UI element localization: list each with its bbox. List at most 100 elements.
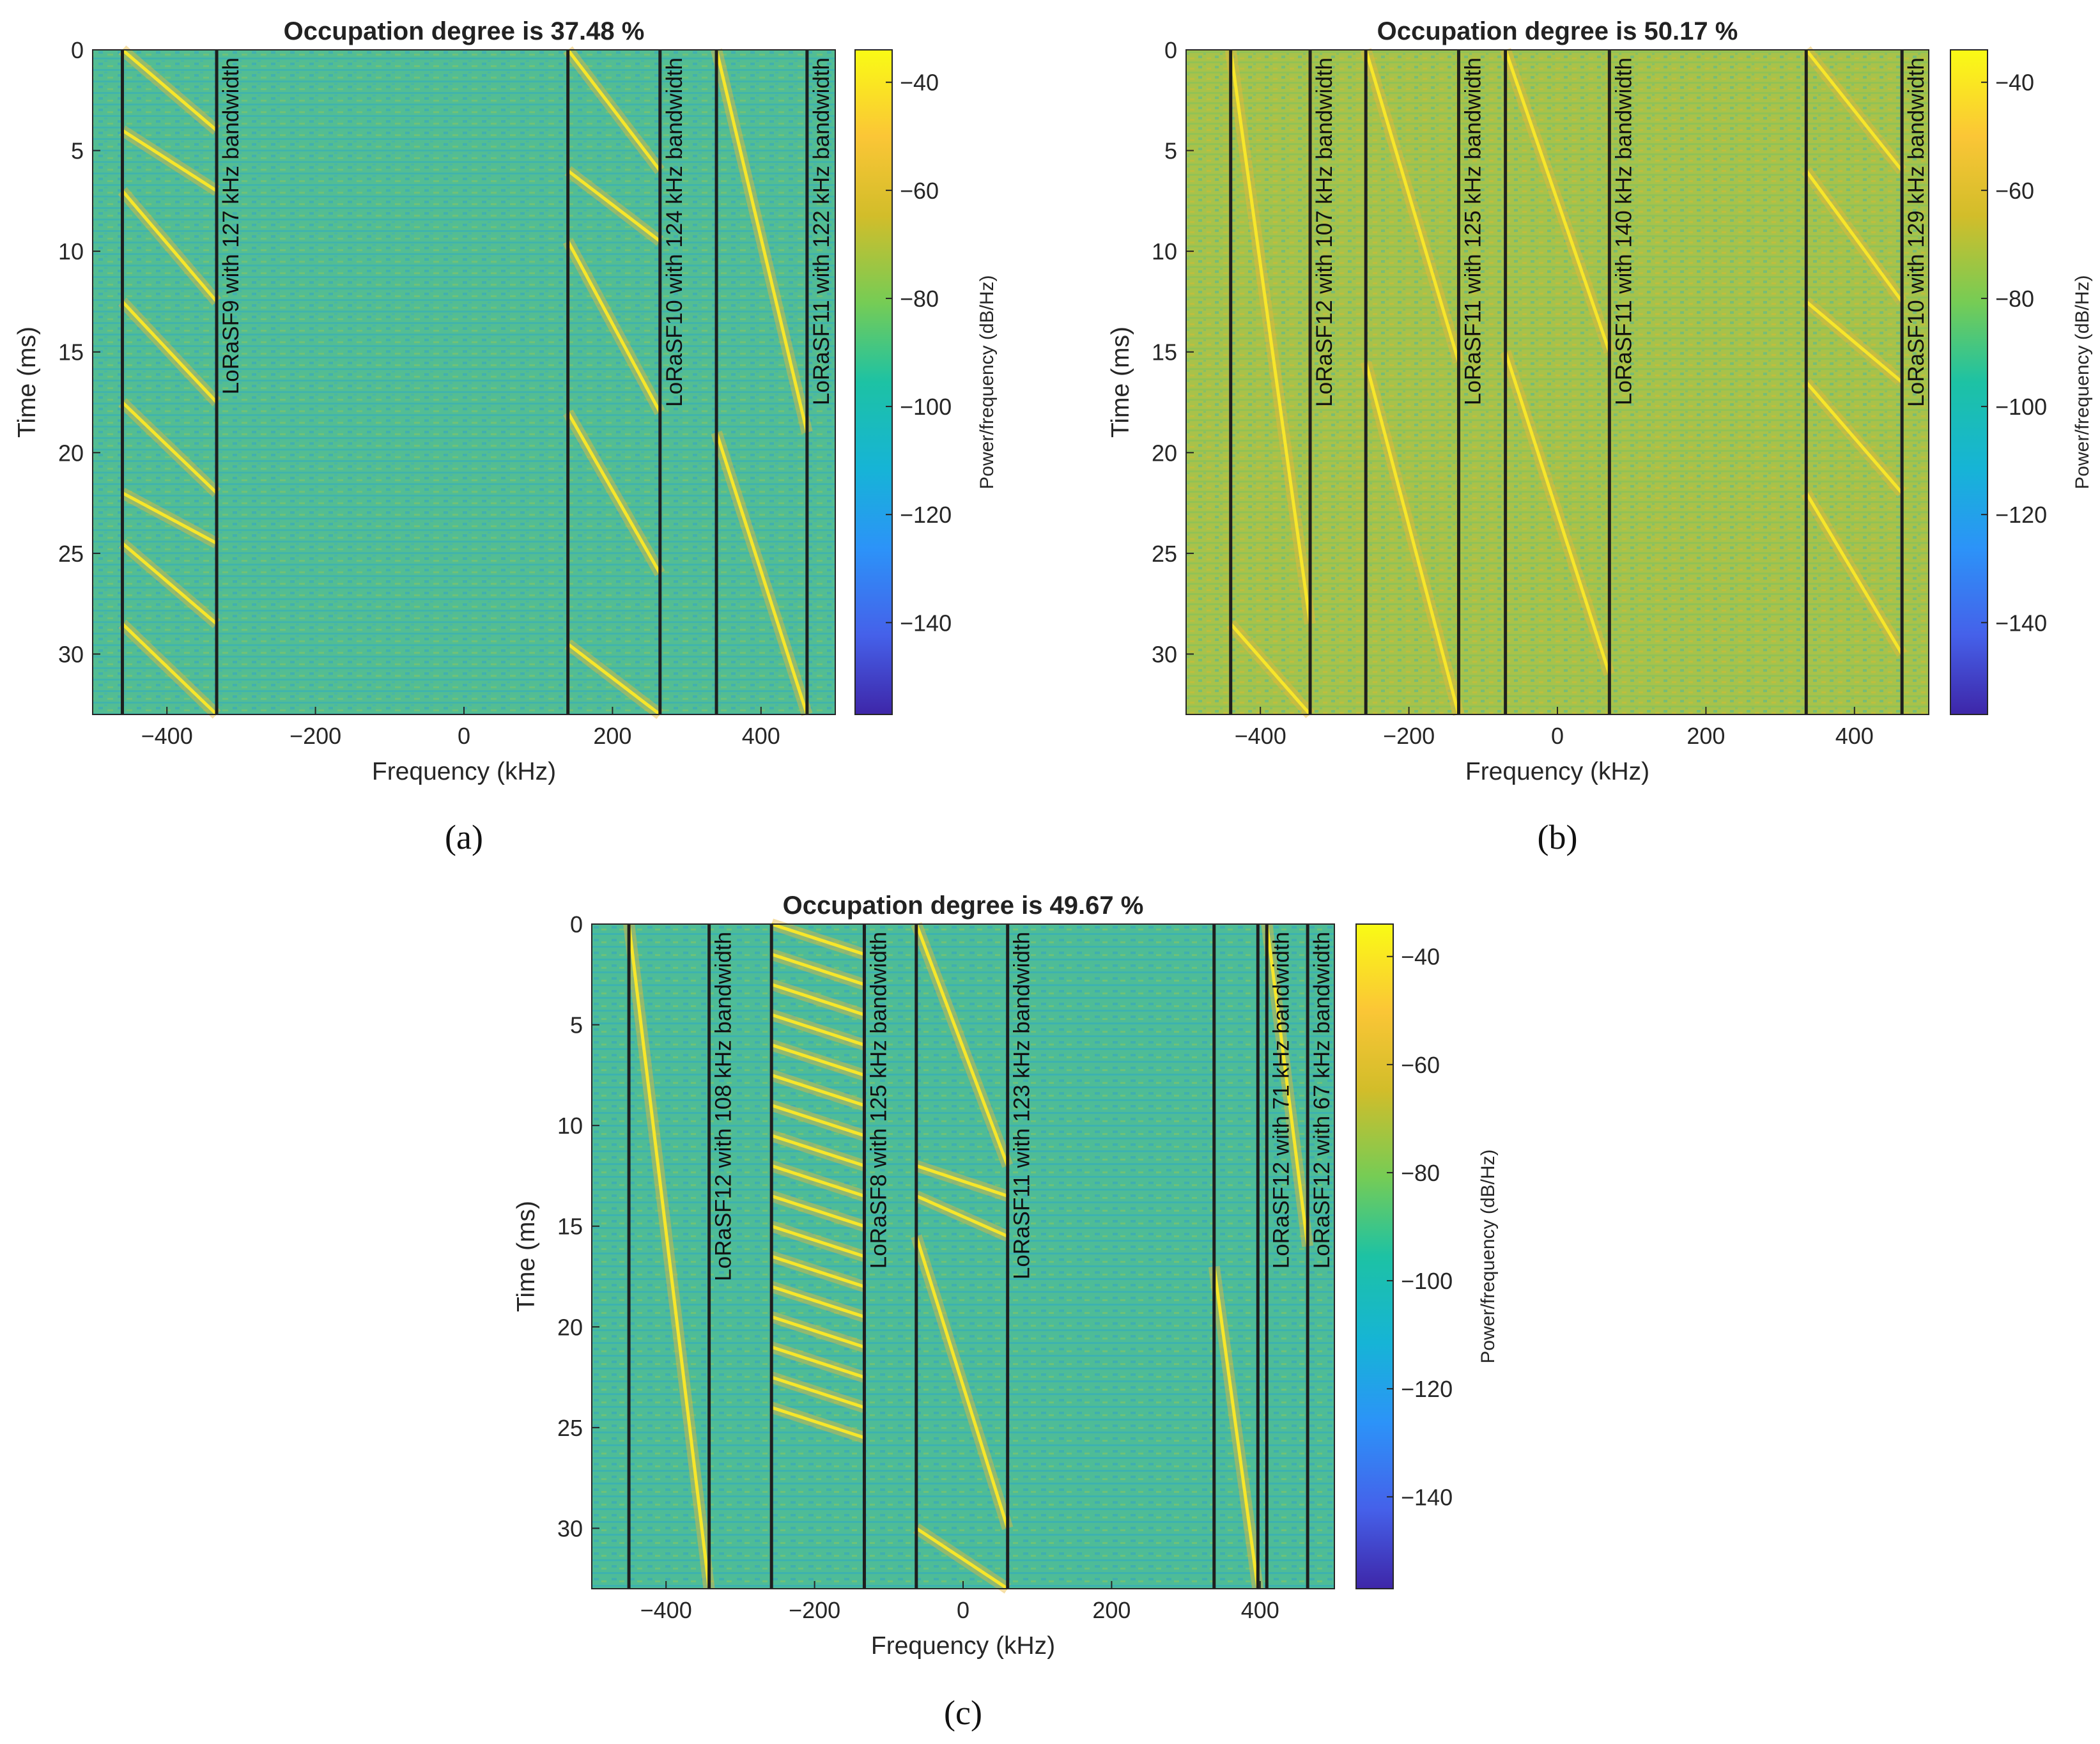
chirp-trace — [771, 1043, 865, 1077]
band-annotation: LoRaSF12 with 107 kHz bandwidth — [1312, 58, 1337, 407]
chart-title: Occupation degree is 50.17 % — [1377, 17, 1738, 45]
chirp-trace — [1805, 169, 1904, 303]
chirp-trace — [771, 1194, 865, 1228]
chirp-trace — [121, 542, 218, 626]
spectrogram-panel-a: LoRaSF9 with 127 kHz bandwidth LoRaSF10 w… — [13, 17, 998, 856]
y-tick-label: 25 — [58, 541, 84, 567]
x-tick-label: 200 — [593, 723, 631, 749]
band-annotation: LoRaSF12 with 108 kHz bandwidth — [711, 932, 736, 1281]
spectrogram-panel-b: LoRaSF12 with 107 kHz bandwidth LoRaSF11 … — [1107, 17, 2093, 856]
x-tick-label: 400 — [742, 723, 780, 749]
y-tick-label: 5 — [71, 138, 84, 164]
chirp-trace — [915, 1194, 1008, 1238]
x-axis-label: Frequency (kHz) — [1465, 758, 1649, 785]
y-tick-label: 20 — [58, 440, 84, 466]
y-tick-label: 5 — [570, 1012, 583, 1038]
chirp-trace — [1805, 300, 1903, 383]
chirp-trace — [1364, 49, 1460, 363]
colorbar-tick-label: −40 — [1401, 944, 1440, 970]
y-tick-label: 30 — [58, 641, 84, 667]
y-axis-label: Time (ms) — [1107, 327, 1134, 438]
chirp-trace — [1504, 351, 1611, 675]
chirp-trace — [916, 1164, 1008, 1198]
chirp-trace — [121, 300, 218, 404]
colorbar-tick-label: −140 — [900, 610, 952, 636]
chirp-trace — [714, 432, 809, 715]
chirp-trace — [1229, 49, 1312, 624]
chirp-trace — [567, 642, 661, 716]
chirp-trace — [771, 1405, 865, 1440]
chart-title: Occupation degree is 37.48 % — [284, 17, 645, 45]
chirp-trace — [771, 1164, 865, 1198]
y-axis-label: Time (ms) — [13, 327, 41, 438]
spectrogram-panel-c: LoRaSF12 with 108 kHz bandwidth LoRaSF8 w… — [513, 891, 1499, 1732]
x-tick-label: 400 — [1835, 723, 1874, 749]
chirp-trace — [121, 491, 218, 545]
x-axis-label: Frequency (kHz) — [871, 1632, 1055, 1660]
band-annotation: LoRaSF12 with 67 kHz bandwidth — [1309, 932, 1334, 1269]
x-axis-label: Frequency (kHz) — [372, 758, 556, 785]
chirp-trace — [771, 1073, 865, 1107]
colorbar-tick-label: −120 — [1401, 1376, 1453, 1402]
chirp-trace — [915, 923, 1010, 1167]
band-annotation: LoRaSF10 with 129 kHz bandwidth — [1904, 58, 1929, 407]
colorbar-label: Power/frequency (dB/Hz) — [977, 275, 998, 489]
x-tick-label: 400 — [1241, 1597, 1279, 1623]
colorbar-frame — [1950, 49, 1988, 715]
chirp-trace — [1364, 361, 1460, 715]
y-tick-label: 25 — [557, 1415, 583, 1441]
chirp-trace — [771, 1254, 865, 1288]
chirp-trace — [121, 189, 218, 303]
x-tick-label: −400 — [1235, 723, 1286, 749]
colorbar-frame — [854, 49, 893, 715]
chirp-trace — [771, 1375, 865, 1409]
y-tick-label: 20 — [1152, 440, 1177, 466]
x-tick-label: −400 — [141, 723, 193, 749]
plot-background — [592, 924, 1334, 1589]
x-tick-label: 0 — [1551, 723, 1564, 749]
chirp-trace — [567, 169, 661, 243]
y-axis-label: Time (ms) — [513, 1201, 540, 1312]
x-tick-label: 200 — [1092, 1597, 1131, 1623]
y-tick-label: 30 — [1152, 641, 1177, 667]
colorbar-tick-label: −60 — [1995, 178, 2034, 204]
chirp-trace — [121, 128, 218, 192]
chirp-trace — [771, 922, 865, 956]
y-tick-label: 20 — [557, 1314, 583, 1340]
colorbar-tick-label: −140 — [1401, 1484, 1453, 1510]
band-annotation: LoRaSF8 with 125 kHz bandwidth — [866, 932, 891, 1269]
chirp-trace — [915, 1235, 1010, 1529]
colorbar-tick-label: −80 — [900, 286, 939, 312]
chirp-trace — [771, 952, 865, 986]
colorbar-frame — [1355, 923, 1394, 1589]
colorbar-tick-label: −60 — [1401, 1052, 1440, 1078]
panel-label: (a) — [445, 818, 483, 856]
chirp-trace — [771, 1345, 865, 1379]
colorbar-tick-label: −100 — [1401, 1268, 1453, 1294]
y-tick-label: 15 — [58, 339, 84, 366]
band-annotation: LoRaSF11 with 122 kHz bandwidth — [809, 58, 834, 405]
panel-label: (b) — [1538, 818, 1578, 856]
colorbar-gradient — [855, 50, 892, 714]
y-tick-label: 15 — [557, 1214, 583, 1240]
colorbar-tick-label: −100 — [1995, 394, 2047, 420]
band-annotation: LoRaSF11 with 123 kHz bandwidth — [1010, 932, 1035, 1279]
band-annotation: LoRaSF9 with 127 kHz bandwidth — [219, 58, 243, 394]
x-tick-label: 0 — [458, 723, 470, 749]
colorbar-tick-label: −80 — [1995, 286, 2034, 312]
chirp-trace — [566, 240, 661, 413]
y-tick-label: 10 — [1152, 238, 1177, 265]
colorbar-gradient — [1950, 50, 1988, 714]
band-annotation: LoRaSF12 with 71 kHz bandwidth — [1269, 932, 1293, 1269]
y-tick-label: 30 — [557, 1515, 583, 1541]
y-tick-label: 15 — [1152, 339, 1177, 366]
colorbar-gradient — [1356, 924, 1393, 1589]
chirp-trace — [121, 622, 218, 716]
colorbar-tick-label: −140 — [1995, 610, 2047, 636]
band-annotation: LoRaSF10 with 124 kHz bandwidth — [662, 58, 687, 407]
y-tick-label: 0 — [71, 37, 84, 63]
y-tick-label: 0 — [1164, 37, 1177, 63]
chirp-trace — [121, 49, 218, 132]
colorbar-tick-label: −80 — [1401, 1160, 1440, 1186]
x-tick-label: 0 — [957, 1597, 969, 1623]
